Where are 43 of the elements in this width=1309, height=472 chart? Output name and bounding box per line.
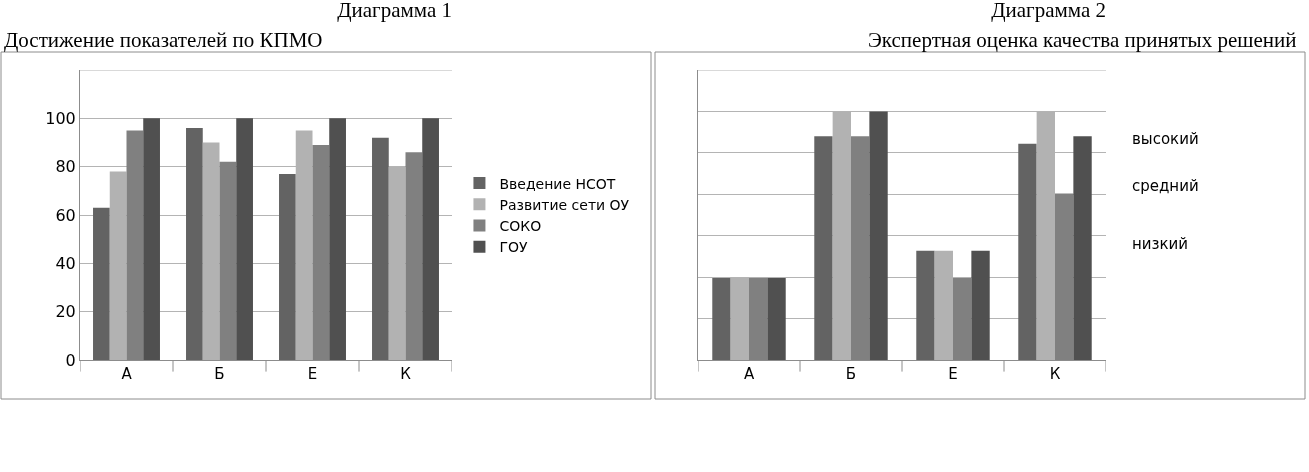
x-tick-label: К — [1049, 365, 1061, 383]
chart-subtitle: Экспертная оценка качества принятых решений — [868, 28, 1297, 52]
bar — [143, 118, 160, 360]
bar — [712, 277, 731, 360]
bar — [767, 277, 786, 360]
x-tick-label: А — [743, 365, 755, 383]
bar — [971, 250, 990, 360]
y-tick-label: 0 — [65, 350, 76, 370]
x-tick-label: Б — [845, 365, 857, 383]
legend-label: ГОУ — [499, 239, 528, 256]
chart-subtitle: Достижение показателей по КПМО — [4, 28, 323, 52]
bar — [93, 207, 110, 360]
bar — [869, 111, 888, 360]
x-tick-label: Е — [948, 365, 958, 383]
bar — [202, 142, 220, 360]
y-tick-label: 40 — [55, 253, 76, 273]
chart-title: Диаграмма 2 — [991, 0, 1106, 22]
x-tick-label: Б — [214, 365, 225, 383]
legend-label: Введение НСОТ — [499, 175, 616, 192]
text: низкий — [1132, 235, 1189, 253]
y-tick-label: 100 — [45, 108, 76, 128]
bar — [279, 173, 296, 360]
x-tick-label: А — [121, 365, 133, 383]
legend-label: Развитие сети ОУ — [499, 196, 630, 213]
bar — [372, 137, 389, 360]
bar — [814, 136, 833, 360]
bar — [329, 118, 346, 360]
bar — [1073, 136, 1092, 360]
y-tick-label: 80 — [55, 157, 76, 177]
y-tick-label: 60 — [55, 205, 76, 225]
legend-label: СОКО — [499, 217, 542, 234]
bar — [186, 128, 203, 360]
bar — [109, 171, 127, 360]
text: средний — [1132, 177, 1199, 195]
bar — [422, 118, 439, 360]
x-tick-label: Е — [307, 365, 318, 383]
bar — [916, 250, 935, 360]
x-tick-label: К — [400, 365, 412, 383]
text: высокий — [1132, 130, 1199, 148]
chart-title: Диаграмма 1 — [337, 0, 452, 22]
y-tick-label: 20 — [55, 302, 76, 322]
bar — [236, 118, 253, 360]
bar — [1018, 143, 1037, 360]
